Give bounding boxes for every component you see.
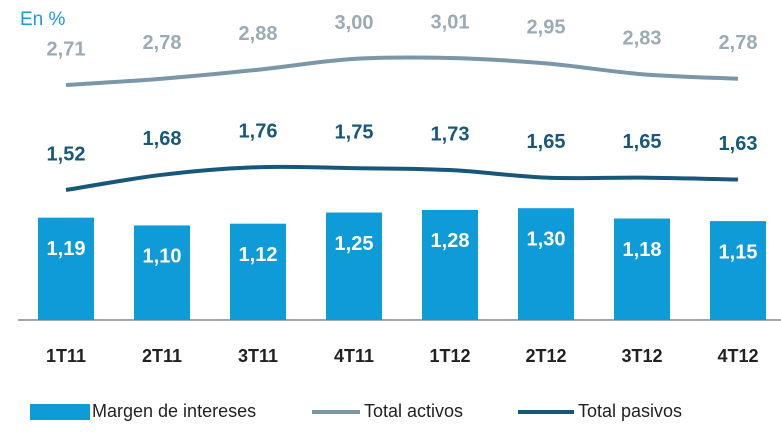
line-value-label: 2,71 [47, 38, 86, 60]
bar-value-label: 1,30 [527, 228, 566, 250]
bar [38, 217, 94, 320]
legend-swatch [30, 404, 90, 420]
bar [422, 209, 478, 320]
line-value-label: 1,65 [527, 131, 566, 153]
x-tick-label: 1T12 [429, 346, 470, 366]
x-tick-label: 3T12 [621, 346, 662, 366]
x-tick-label: 2T12 [525, 346, 566, 366]
line-value-label: 1,63 [719, 133, 758, 155]
line-value-label: 3,00 [335, 12, 374, 34]
x-tick-label: 4T11 [334, 346, 374, 366]
bar-value-label: 1,19 [47, 238, 86, 260]
line-value-label: 2,78 [143, 32, 182, 54]
line-value-label: 1,76 [239, 120, 278, 142]
line-value-label: 2,88 [239, 23, 278, 45]
line-value-label: 1,52 [47, 143, 86, 165]
line [65, 55, 739, 87]
bar-value-label: 1,25 [335, 233, 374, 255]
legend-label: Total pasivos [578, 401, 682, 421]
line-value-label: 2,95 [527, 17, 566, 39]
x-tick-label: 4T12 [717, 346, 758, 366]
bar-value-label: 1,18 [623, 239, 662, 261]
line-value-label: 3,01 [431, 11, 470, 33]
line-value-label: 1,75 [335, 121, 374, 143]
line-value-label: 1,73 [431, 123, 470, 145]
bar [710, 221, 766, 320]
x-tick-label: 1T11 [46, 346, 86, 366]
line-value-label: 1,68 [143, 128, 182, 150]
chart-title: En % [20, 9, 66, 30]
x-tick-label: 2T11 [142, 346, 182, 366]
bar [326, 212, 382, 320]
line-value-label: 2,78 [719, 32, 758, 54]
line [65, 164, 739, 192]
bar-value-label: 1,12 [239, 244, 278, 266]
bar-value-label: 1,28 [431, 230, 470, 252]
bar [230, 223, 286, 320]
line-value-label: 2,83 [623, 27, 662, 49]
legend-label: Total activos [364, 401, 463, 421]
bar [614, 218, 670, 320]
line-value-label: 1,65 [623, 131, 662, 153]
x-tick-label: 3T11 [238, 346, 278, 366]
bar [518, 208, 574, 320]
legend-label: Margen de intereses [92, 401, 256, 421]
bar-value-label: 1,15 [719, 241, 758, 263]
bar [134, 225, 190, 320]
bar-value-label: 1,10 [143, 246, 182, 268]
